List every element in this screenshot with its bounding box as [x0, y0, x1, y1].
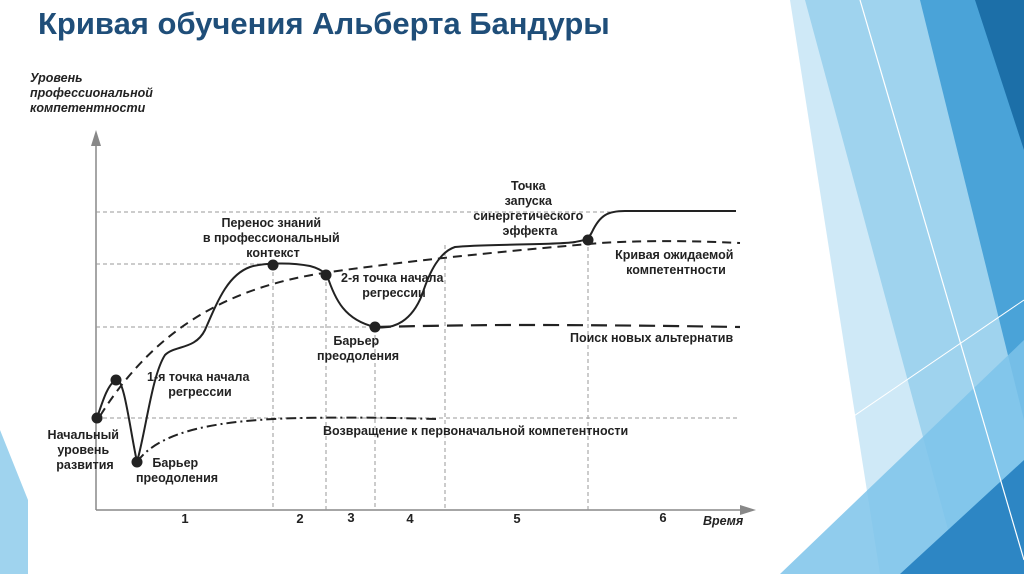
decor-line [859, 0, 1024, 561]
slide-title: Кривая обучения Альберта Бандуры [38, 6, 610, 41]
main-learning-curve [96, 210, 736, 463]
phase-2: 2 [296, 511, 303, 526]
x-axis-arrow [740, 505, 756, 515]
phase-separators [272, 240, 589, 510]
phase-3: 3 [347, 510, 354, 525]
label-regression-1: 1-я точка начала регрессии [147, 370, 253, 399]
key-points [91, 234, 594, 468]
phase-6: 6 [659, 510, 666, 525]
expected-competence-curve [99, 240, 741, 417]
label-transfer: Перенос знаний в профессиональный контек… [203, 216, 343, 260]
label-regression-2: 2-я точка начала регрессии [341, 271, 447, 300]
label-barrier-1: Барьер преодоления [136, 456, 218, 485]
label-synergy: Точка запуска синергетического эффекта [473, 179, 586, 238]
decor-line-2 [759, 299, 1024, 481]
point-barrier-1 [131, 456, 143, 468]
label-return: Возвращение к первоначальной компетентно… [323, 424, 628, 438]
decor-shape-left [0, 430, 28, 574]
decor-shape-dark [975, 0, 1024, 150]
point-initial [91, 412, 103, 424]
point-regression-1 [110, 374, 122, 386]
point-transfer [267, 259, 279, 271]
decor-shape-bottom [780, 340, 1024, 574]
alternatives-curve [374, 323, 741, 329]
phase-numbers: 1 2 3 4 5 6 [181, 510, 666, 526]
point-synergy [582, 234, 594, 246]
point-regression-2 [320, 269, 332, 281]
y-axis-label: Уровень профессиональной компетентности [30, 71, 156, 115]
phase-1: 1 [181, 511, 188, 526]
x-axis-label: Время [703, 514, 744, 528]
phase-5: 5 [513, 511, 520, 526]
label-barrier-2: Барьер преодоления [317, 334, 399, 363]
label-alternatives: Поиск новых альтернатив [570, 331, 733, 345]
decor-shape-blue [920, 0, 1024, 420]
decor-shape-bottom-dark [900, 460, 1024, 574]
label-expected-curve: Кривая ожидаемой компетентности [615, 248, 737, 277]
point-barrier-2 [369, 321, 381, 333]
y-axis-arrow [91, 130, 101, 146]
phase-4: 4 [406, 511, 414, 526]
label-initial-level: Начальный уровень развития [48, 428, 123, 472]
